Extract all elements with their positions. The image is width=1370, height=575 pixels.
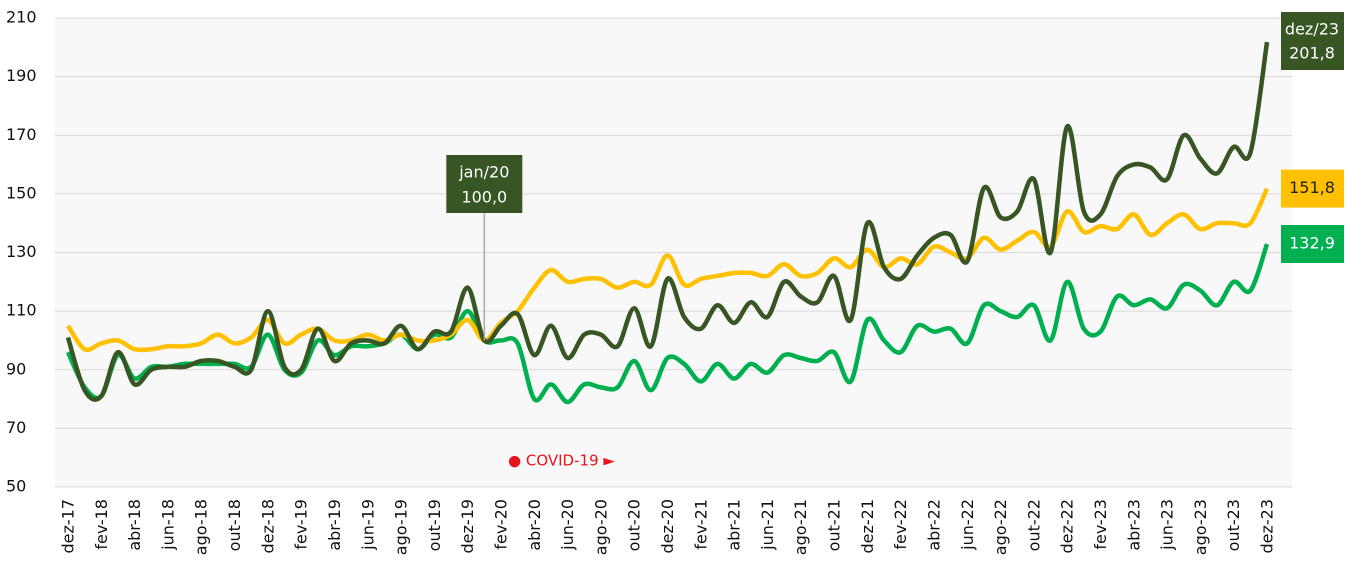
x-tick-label: fev-23 bbox=[1091, 499, 1110, 550]
y-tick-label: 70 bbox=[6, 418, 26, 437]
x-tick-label: jun-22 bbox=[958, 499, 977, 551]
x-tick-label: dez-20 bbox=[658, 499, 677, 554]
x-tick-label: abr-21 bbox=[725, 499, 744, 551]
x-tick-label: dez-21 bbox=[858, 499, 877, 554]
line-series bbox=[65, 41, 1270, 402]
annotation: jan/20 bbox=[458, 163, 509, 182]
x-tick-label: dez-23 bbox=[1258, 499, 1277, 554]
y-tick-label: 90 bbox=[6, 359, 26, 378]
x-tick-label: out-21 bbox=[825, 499, 844, 551]
y-tick-label: 130 bbox=[6, 242, 37, 261]
x-tick-label: ago-22 bbox=[991, 499, 1010, 555]
x-tick-label: ago-23 bbox=[1191, 499, 1210, 555]
y-tick-label: 190 bbox=[6, 66, 37, 85]
x-tick-label: dez-18 bbox=[258, 499, 277, 554]
x-tick-label: jun-20 bbox=[558, 499, 577, 551]
line-series bbox=[66, 187, 1270, 353]
x-tick-label: ago-20 bbox=[591, 499, 610, 555]
annotation: ● COVID-19 ► bbox=[508, 452, 615, 470]
y-tick-label: 110 bbox=[6, 301, 37, 320]
line-series bbox=[65, 243, 1270, 405]
x-tick-label: fev-20 bbox=[491, 499, 510, 550]
x-tick-label: out-23 bbox=[1224, 499, 1243, 551]
y-tick-label: 170 bbox=[6, 125, 37, 144]
y-tick-label: 150 bbox=[6, 183, 37, 202]
x-tick-label: abr-19 bbox=[325, 499, 344, 551]
x-tick-label: abr-20 bbox=[525, 499, 544, 551]
label-box bbox=[446, 155, 523, 213]
x-tick-label: abr-22 bbox=[924, 499, 943, 551]
value-label: 151,8 bbox=[1289, 178, 1335, 197]
value-label: 201,8 bbox=[1289, 44, 1335, 63]
y-tick-label: 210 bbox=[6, 8, 37, 27]
x-tick-label: dez-22 bbox=[1058, 499, 1077, 554]
x-tick-label: jun-21 bbox=[758, 499, 777, 551]
x-tick-label: ago-19 bbox=[392, 499, 411, 555]
x-tick-label: fev-21 bbox=[691, 499, 710, 550]
x-tick-label: fev-19 bbox=[292, 499, 311, 550]
x-tick-label: jun-23 bbox=[1158, 499, 1177, 551]
x-tick-label: out-19 bbox=[425, 499, 444, 551]
x-tick-label: jun-18 bbox=[158, 499, 177, 551]
label-box bbox=[1281, 224, 1344, 263]
x-tick-label: jun-19 bbox=[358, 499, 377, 551]
x-tick-label: out-20 bbox=[625, 499, 644, 551]
x-tick-label: out-18 bbox=[225, 499, 244, 551]
x-tick-label: dez-17 bbox=[59, 499, 78, 554]
x-tick-label: abr-23 bbox=[1124, 499, 1143, 551]
value-label: 100,0 bbox=[461, 188, 507, 207]
x-tick-label: out-22 bbox=[1024, 499, 1043, 551]
x-tick-label: ago-18 bbox=[192, 499, 211, 555]
annotation: dez/23 bbox=[1285, 20, 1339, 39]
x-tick-label: dez-19 bbox=[458, 499, 477, 554]
label-box bbox=[1281, 169, 1344, 208]
x-tick-label: abr-18 bbox=[125, 499, 144, 551]
value-label: 132,9 bbox=[1289, 233, 1335, 252]
x-tick-label: fev-22 bbox=[891, 499, 910, 550]
label-box bbox=[1281, 12, 1344, 70]
x-tick-label: fev-18 bbox=[92, 499, 111, 550]
y-tick-label: 50 bbox=[6, 477, 26, 496]
x-tick-label: ago-21 bbox=[791, 499, 810, 555]
